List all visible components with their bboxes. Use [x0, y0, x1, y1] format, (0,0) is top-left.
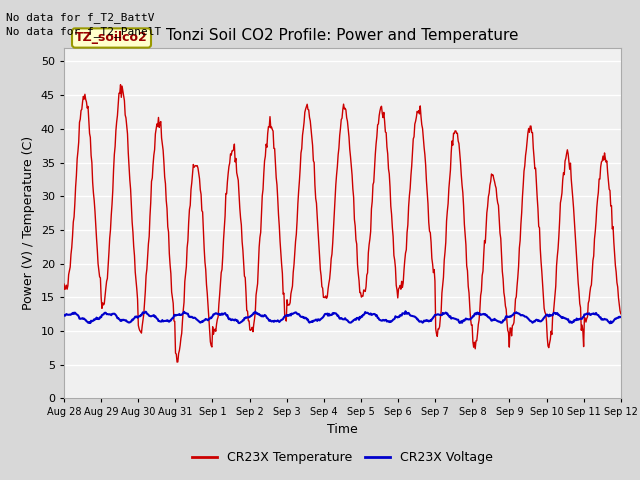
- Legend: CR23X Temperature, CR23X Voltage: CR23X Temperature, CR23X Voltage: [187, 446, 498, 469]
- Y-axis label: Power (V) / Temperature (C): Power (V) / Temperature (C): [22, 136, 35, 310]
- Text: No data for f_T2_BattV: No data for f_T2_BattV: [6, 12, 155, 23]
- Text: No data for f_T2_PanelT: No data for f_T2_PanelT: [6, 26, 162, 37]
- Title: Tonzi Soil CO2 Profile: Power and Temperature: Tonzi Soil CO2 Profile: Power and Temper…: [166, 28, 518, 43]
- X-axis label: Time: Time: [327, 423, 358, 436]
- Text: TZ_soilco2: TZ_soilco2: [75, 32, 148, 45]
